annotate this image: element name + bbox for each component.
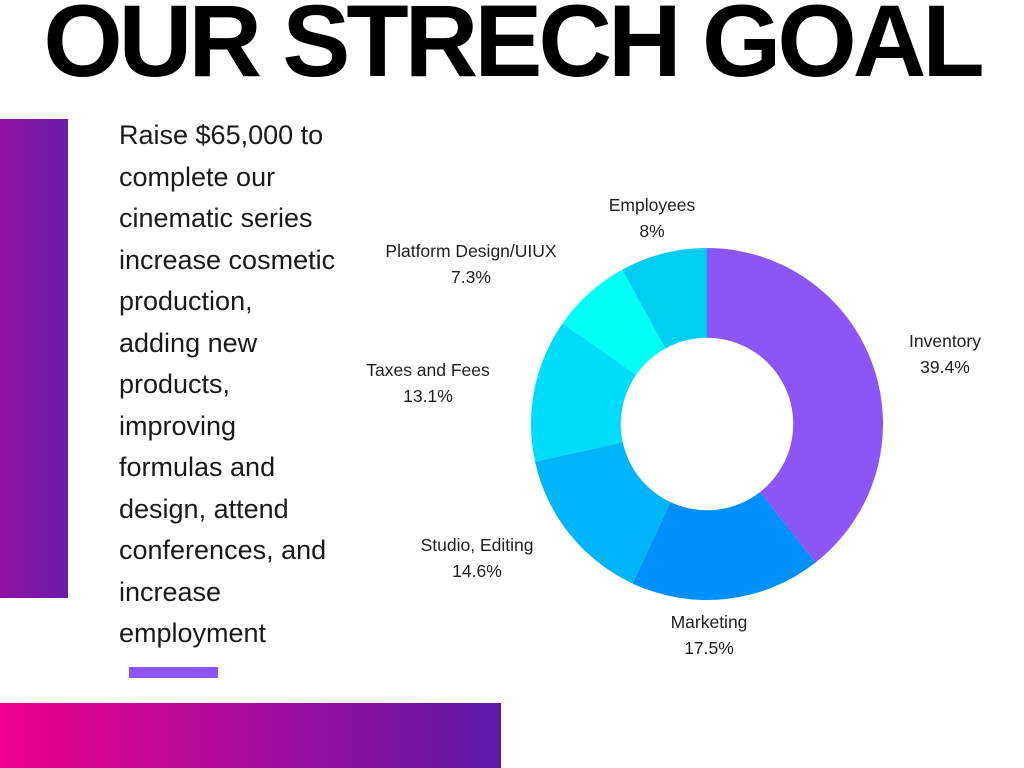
chart-label-platform-design: Platform Design/UIUX 7.3% [385, 238, 556, 290]
donut-segment-employees [622, 248, 707, 349]
left-accent-bar [0, 119, 68, 598]
chart-label-inventory: Inventory 39.4% [909, 328, 981, 380]
text-underline-accent [129, 667, 218, 678]
chart-label-pct: 14.6% [452, 561, 502, 581]
chart-label-pct: 7.3% [451, 267, 491, 287]
donut-segment-marketing [632, 491, 816, 600]
donut-segment-inventory [707, 248, 883, 563]
donut-chart [531, 248, 883, 600]
chart-label-taxes-and-fees: Taxes and Fees 13.1% [366, 357, 490, 409]
chart-label-employees: Employees 8% [609, 192, 696, 244]
page-title: OUR STRECH GOAL [43, 0, 984, 98]
chart-label-marketing: Marketing 17.5% [671, 609, 748, 661]
donut-segment-taxes-and-fees [531, 323, 637, 462]
chart-label-name: Taxes and Fees [366, 360, 490, 380]
chart-label-pct: 17.5% [684, 638, 734, 658]
chart-label-name: Studio, Editing [420, 535, 534, 555]
chart-label-name: Marketing [670, 612, 748, 632]
chart-label-studio-editing: Studio, Editing 14.6% [421, 532, 534, 584]
donut-segment-studio-editing [535, 442, 671, 584]
intro-text: Raise $65,000 to complete our cinematic … [119, 120, 336, 648]
chart-label-pct: 39.4% [920, 357, 970, 377]
chart-label-pct: 8% [639, 221, 665, 241]
chart-label-name: Employees [608, 195, 696, 215]
chart-label-name: Inventory [909, 331, 981, 351]
bottom-accent-bar [0, 703, 501, 768]
donut-segment-platform-design-uiux [562, 269, 666, 375]
chart-label-name: Platform Design/UIUX [385, 241, 557, 261]
chart-label-pct: 13.1% [403, 386, 453, 406]
